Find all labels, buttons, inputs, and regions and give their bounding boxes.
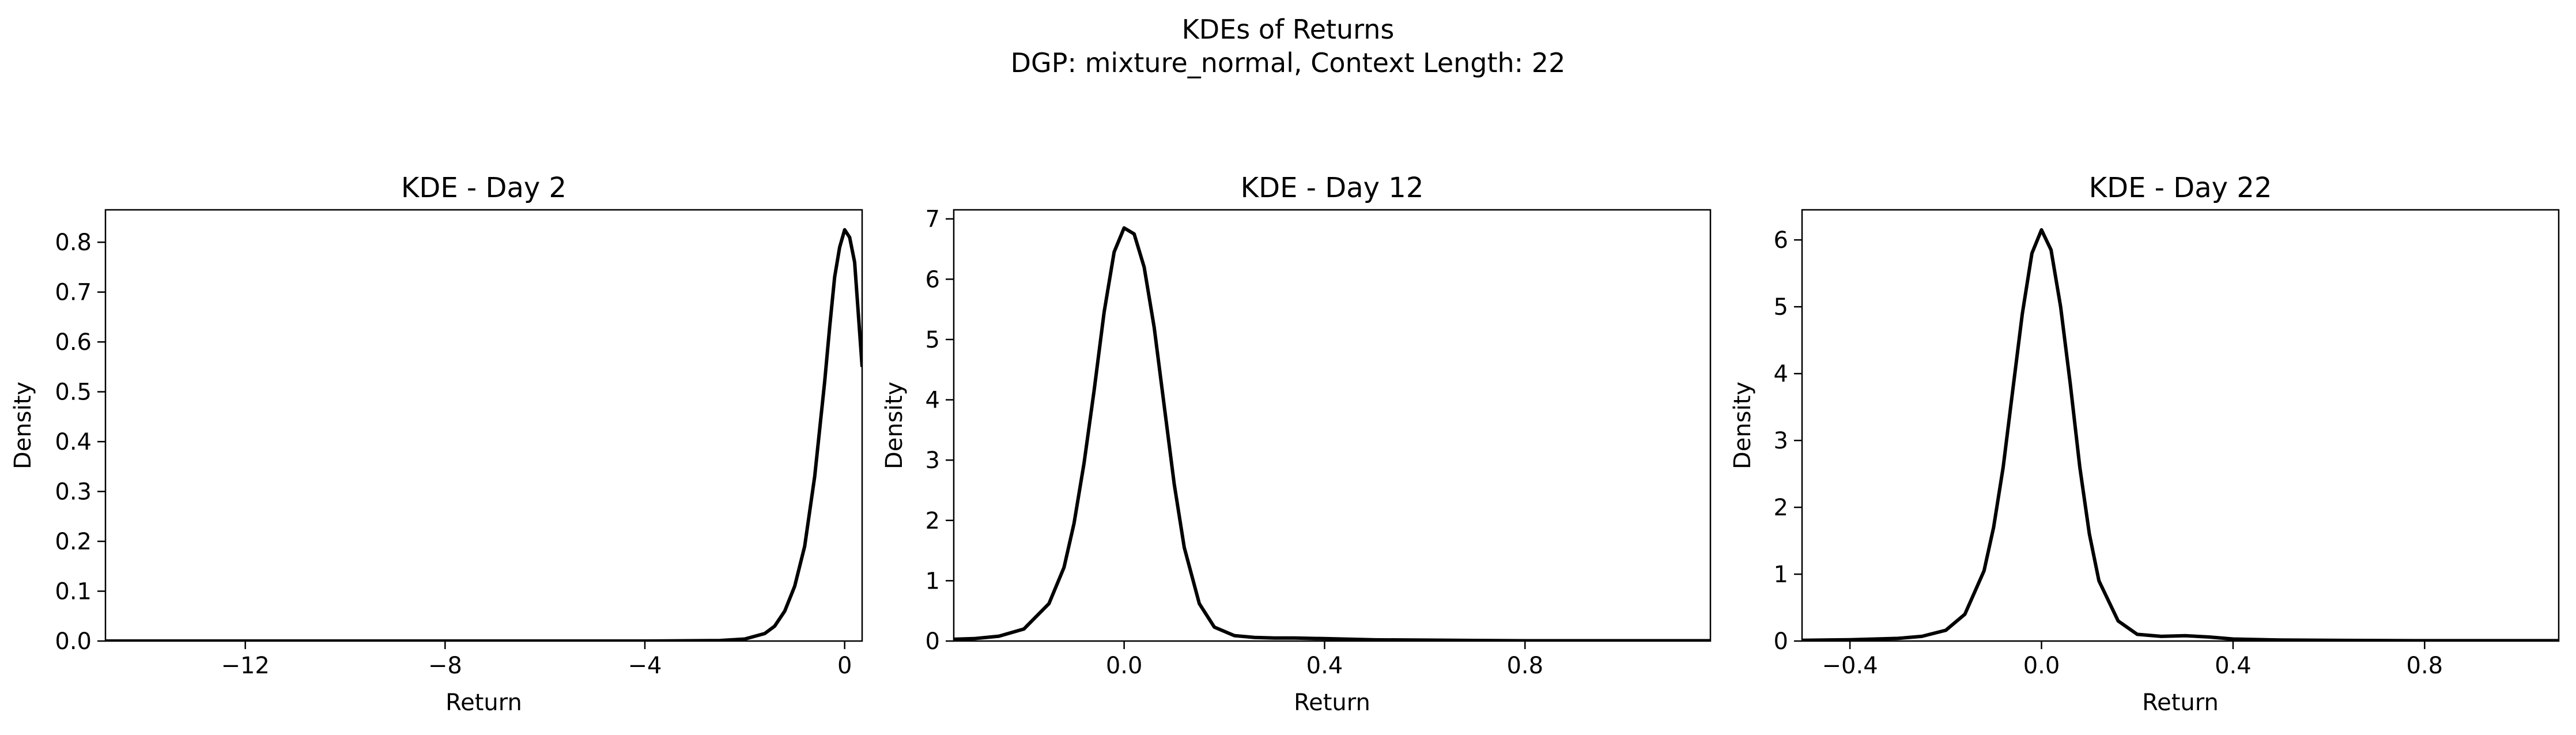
- y-tick-label: 5: [926, 327, 940, 353]
- x-tick-label: 0.4: [1306, 653, 1343, 679]
- y-tick-label: 6: [1774, 227, 1788, 254]
- y-tick-label: 2: [926, 508, 940, 534]
- panel-title: KDE - Day 2: [401, 172, 566, 204]
- axes-frame: [104, 209, 863, 642]
- y-tick-label: 3: [926, 447, 940, 474]
- y-tick-label: 4: [926, 387, 940, 414]
- figure-title-line-1: KDEs of Returns: [1181, 14, 1395, 45]
- y-tick-label: 0.1: [55, 579, 92, 605]
- y-tick-label: 0.0: [55, 628, 92, 655]
- x-tick-label: 0.0: [2023, 653, 2060, 679]
- x-tick-label: −8: [428, 653, 462, 679]
- y-tick-label: 0.2: [55, 529, 92, 555]
- y-tick-label: 6: [926, 266, 940, 293]
- x-tick-label: 0.0: [1106, 653, 1143, 679]
- kde-panel-2: 0.0 0.4 0.8 0 1 2 3 4 5 6 7 KDE - Day 12 Return Densi…: [881, 172, 1712, 716]
- y-tick-label: 7: [926, 206, 940, 233]
- kde-panel-3: −0.4 0.0 0.4 0.8 0 1 2 3 4 5 6 KDE - Day 22 Return De…: [1729, 172, 2560, 716]
- y-axis-label: Density: [10, 382, 36, 469]
- y-tick-label: 5: [1774, 294, 1788, 321]
- x-axis-label: Return: [2142, 689, 2219, 716]
- x-tick-label: −0.4: [1822, 653, 1878, 679]
- y-tick-label: 1: [926, 568, 940, 594]
- x-tick-label: −12: [221, 653, 269, 679]
- panel-title: KDE - Day 12: [1241, 172, 1424, 204]
- x-tick-label: 0.8: [1506, 653, 1543, 679]
- y-tick-label: 0.3: [55, 479, 92, 506]
- y-axis-label: Density: [1729, 382, 1756, 469]
- y-tick-label: 0.8: [55, 229, 92, 256]
- kde-line-3-1: [1802, 228, 2559, 641]
- kde-panel-1: −12 −8 −4 0 0.0 0.1 0.2 0.3 0.4 0.5 0.6 0.7 0.8 KDE -…: [10, 172, 863, 716]
- axes-frame: [1801, 209, 2560, 642]
- figure-subtitle: DGP: mixture_normal, Context Length: 22: [1010, 47, 1566, 78]
- y-tick-label: 0: [926, 628, 940, 655]
- y-tick-label: 3: [1774, 428, 1788, 454]
- figure-title: KDEs of Returns DGP: mixture_normal, Con…: [0, 13, 2576, 80]
- y-tick-label: 1: [1774, 561, 1788, 588]
- x-tick-label: 0: [837, 653, 852, 679]
- y-tick-label: 0: [1774, 628, 1788, 655]
- y-axis-label: Density: [881, 382, 908, 469]
- y-tick-label: 0.7: [55, 280, 92, 306]
- kde-line-1-1: [105, 228, 862, 641]
- y-tick-label: 4: [1774, 361, 1788, 387]
- x-axis-label: Return: [445, 689, 522, 716]
- x-tick-label: 0.4: [2215, 653, 2252, 679]
- y-tick-label: 0.5: [55, 379, 92, 406]
- y-tick-label: 2: [1774, 495, 1788, 521]
- x-tick-label: −4: [628, 653, 662, 679]
- panel-title: KDE - Day 22: [2089, 172, 2272, 204]
- y-tick-label: 0.4: [55, 429, 92, 455]
- kde-line-2-1: [954, 226, 1710, 641]
- x-tick-label: 0.8: [2407, 653, 2443, 679]
- x-axis-label: Return: [1294, 689, 1370, 716]
- y-tick-label: 0.6: [55, 329, 92, 356]
- axes-frame: [953, 209, 1712, 642]
